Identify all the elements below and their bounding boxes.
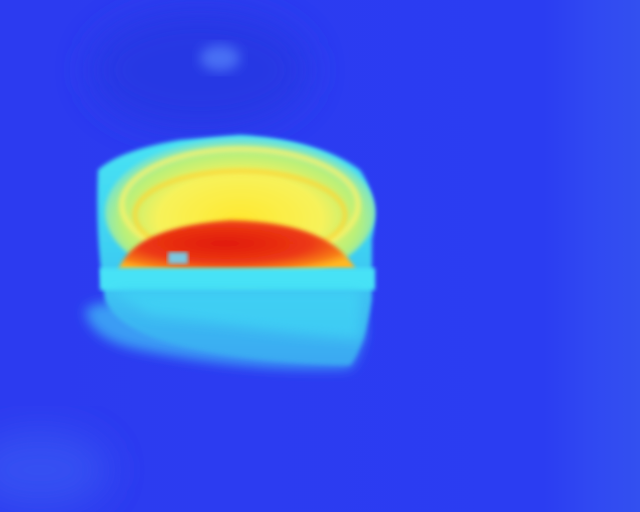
notch: [168, 252, 188, 264]
warm-spot: [200, 45, 240, 71]
glow: [0, 430, 110, 510]
object: [85, 135, 375, 369]
shadow: [90, 10, 310, 130]
rim: [100, 268, 375, 290]
front-face: [110, 290, 362, 340]
